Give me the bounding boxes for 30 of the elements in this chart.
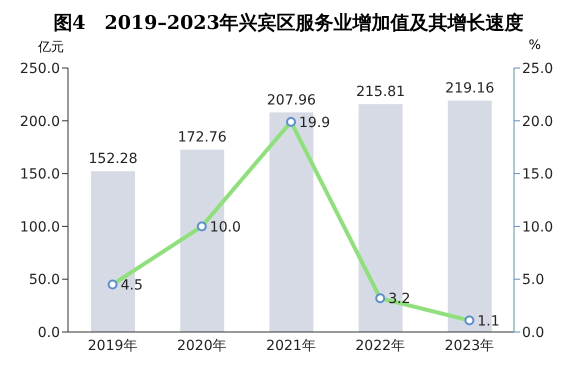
y-tick-label: 200.0	[20, 114, 60, 130]
x-tick-label: 2020年	[176, 338, 227, 354]
y-tick-label: 50.0	[28, 272, 60, 288]
y2-tick-label: 25.0	[522, 60, 554, 77]
data-label: 152.28	[88, 151, 138, 168]
y-axis-title: 亿元	[38, 39, 64, 56]
data-label: 4.5	[120, 277, 143, 294]
data-label: 10.0	[210, 219, 241, 236]
chart-title: 图4 2019–2023年兴宾区服务业增加值及其增长速度	[52, 11, 525, 36]
x-tick-label: 2022年	[355, 338, 406, 354]
y2-tick-label: 15.0	[522, 166, 554, 183]
y2-tick-label: 0.0	[522, 324, 544, 341]
data-label: 19.9	[299, 114, 330, 131]
y2-axis-title: %	[528, 38, 541, 53]
y2-tick-label: 5.0	[522, 272, 544, 288]
x-tick-label: 2019年	[88, 338, 138, 354]
y-tick-label: 250.0	[20, 60, 60, 77]
data-label: 172.76	[178, 130, 227, 146]
data-label: 215.81	[356, 84, 406, 100]
data-label: 207.96	[266, 92, 316, 108]
y2-tick-label: 20.0	[522, 114, 554, 130]
x-tick-label: 2023年	[444, 338, 494, 354]
x-tick-label: 2021年	[266, 338, 316, 354]
data-label: 3.2	[388, 291, 410, 308]
y-tick-label: 0.0	[38, 324, 60, 341]
data-label: 1.1	[477, 313, 500, 330]
data-label: 219.16	[445, 80, 494, 97]
y-tick-label: 100.0	[20, 219, 60, 236]
y2-tick-label: 10.0	[522, 219, 554, 236]
y-tick-label: 150.0	[20, 166, 60, 183]
